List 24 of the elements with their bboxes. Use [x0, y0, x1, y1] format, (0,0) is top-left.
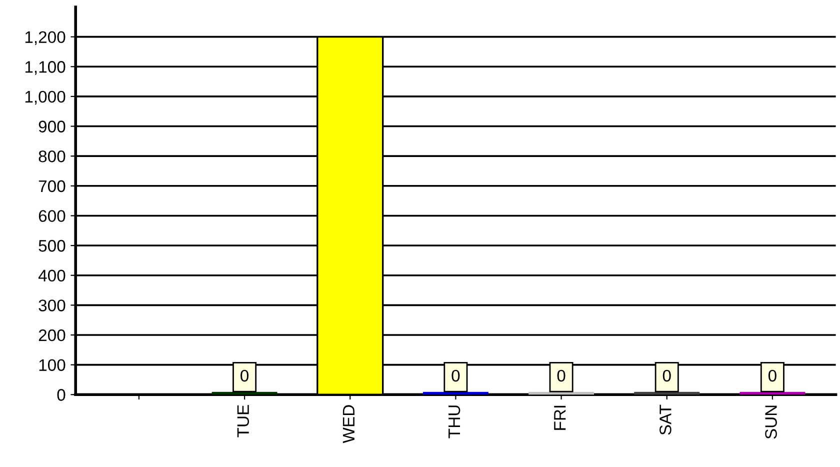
x-tick-label: WED: [342, 405, 354, 444]
y-tick-label: 100: [39, 359, 66, 371]
data-label: 0: [768, 370, 776, 382]
y-tick-label: 700: [38, 180, 66, 192]
y-tick-label: 0: [57, 389, 66, 401]
data-label: 0: [452, 370, 460, 382]
x-tick-label: SUN: [765, 406, 777, 439]
y-tick-label: 1,100: [25, 61, 66, 75]
x-tick-label: FRI: [554, 406, 566, 430]
y-tick-label: 500: [38, 240, 66, 252]
x-tick-label: THU: [448, 406, 460, 438]
y-tick-label: 900: [38, 120, 66, 132]
x-tick-label: SAT: [660, 404, 672, 435]
y-tick-label: 300: [38, 300, 66, 312]
data-label: 0: [557, 370, 566, 382]
y-tick-label: 800: [38, 150, 66, 162]
y-tick-label: 200: [38, 329, 66, 342]
data-label: 0: [240, 370, 249, 382]
y-tick-label: 1,200: [25, 31, 66, 45]
y-tick-label: 600: [38, 210, 66, 222]
data-label: 0: [662, 370, 671, 382]
y-tick-label: 1,000: [25, 90, 66, 105]
x-tick-label: TUE: [237, 405, 250, 438]
y-tick-label: 400: [38, 270, 66, 282]
